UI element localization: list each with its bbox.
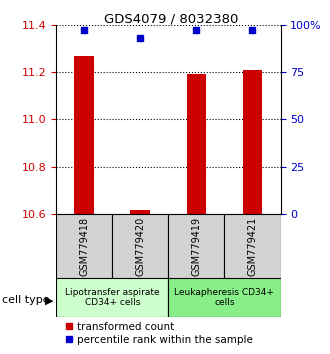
- Text: cell type: cell type: [2, 295, 49, 305]
- Bar: [224, 214, 280, 278]
- Bar: [56, 214, 112, 278]
- Bar: [243, 70, 262, 214]
- Legend: transformed count, percentile rank within the sample: transformed count, percentile rank withi…: [61, 317, 257, 349]
- Bar: [168, 214, 224, 278]
- Text: Leukapheresis CD34+
cells: Leukapheresis CD34+ cells: [175, 288, 274, 307]
- Bar: [130, 210, 150, 214]
- Text: ▶: ▶: [45, 295, 53, 305]
- Text: GSM779420: GSM779420: [135, 216, 145, 276]
- Bar: [74, 56, 94, 214]
- Bar: [168, 278, 280, 317]
- Bar: [112, 214, 168, 278]
- Text: GSM779419: GSM779419: [191, 216, 201, 276]
- Text: GDS4079 / 8032380: GDS4079 / 8032380: [104, 12, 239, 25]
- Bar: [186, 74, 206, 214]
- Bar: [56, 278, 168, 317]
- Text: GSM779418: GSM779418: [79, 216, 89, 276]
- Text: GSM779421: GSM779421: [248, 216, 257, 276]
- Text: Lipotransfer aspirate
CD34+ cells: Lipotransfer aspirate CD34+ cells: [65, 288, 159, 307]
